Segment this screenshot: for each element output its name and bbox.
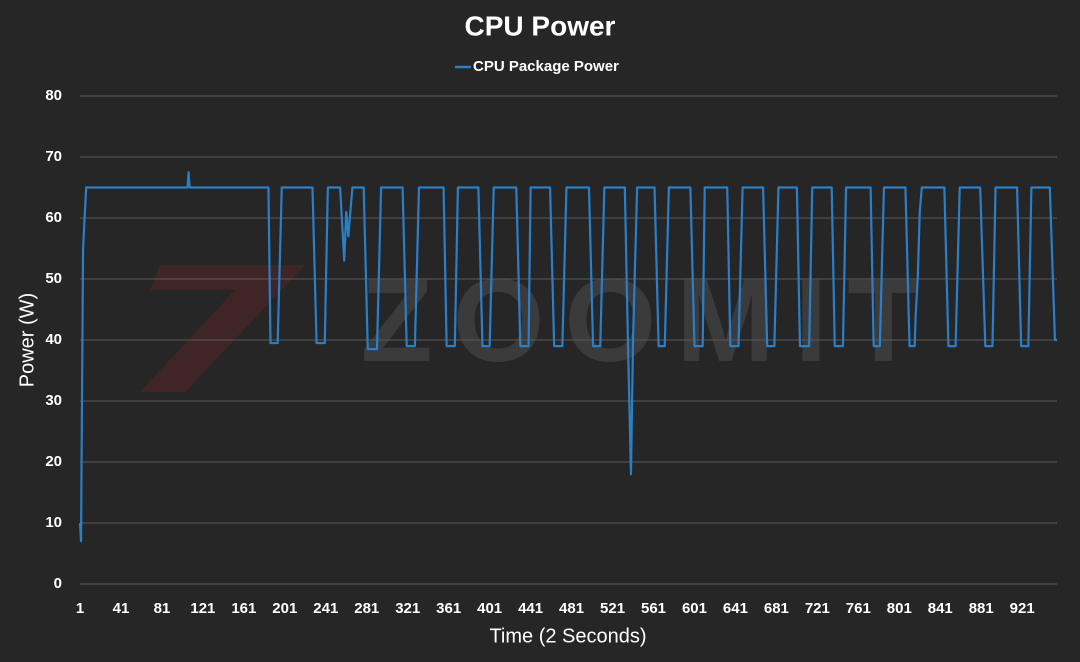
y-tick-label: 10 [45, 514, 62, 531]
x-tick-label: 401 [477, 600, 502, 617]
x-tick-label: 121 [190, 600, 215, 617]
chart-title: CPU Power [465, 10, 616, 41]
x-tick-label: 801 [887, 600, 912, 617]
y-tick-label: 50 [45, 270, 62, 287]
x-tick-label: 81 [154, 600, 171, 617]
watermark-logo [140, 265, 305, 392]
x-tick-label: 521 [600, 600, 625, 617]
data-line [78, 171, 1057, 543]
x-tick-label: 201 [272, 600, 297, 617]
y-tick-label: 20 [45, 453, 62, 470]
x-tick-label: 641 [723, 600, 748, 617]
x-tick-label: 481 [559, 600, 584, 617]
x-tick-label: 281 [354, 600, 379, 617]
x-tick-label: 321 [395, 600, 420, 617]
x-tick-label: 41 [113, 600, 130, 617]
x-tick-label: 561 [641, 600, 666, 617]
y-tick-label: 80 [45, 87, 62, 104]
x-tick-label: 681 [764, 600, 789, 617]
x-tick-label: 761 [846, 600, 871, 617]
x-tick-label: 361 [436, 600, 461, 617]
x-tick-label: 241 [313, 600, 338, 617]
legend-label: CPU Package Power [473, 58, 619, 75]
x-tick-label: 721 [805, 600, 830, 617]
x-tick-label: 881 [969, 600, 994, 617]
x-axis-label: Time (2 Seconds) [489, 625, 646, 647]
watermark: ZOOMIT [361, 255, 940, 387]
x-tick-label: 921 [1010, 600, 1035, 617]
y-tick-label: 70 [45, 148, 62, 165]
y-tick-label: 0 [54, 575, 62, 592]
y-tick-label: 30 [45, 392, 62, 409]
x-tick-label: 441 [518, 600, 543, 617]
y-axis-label: Power (W) [16, 293, 38, 387]
y-tick-label: 40 [45, 331, 62, 348]
x-tick-label: 601 [682, 600, 707, 617]
x-tick-label: 841 [928, 600, 953, 617]
y-tick-label: 60 [45, 209, 62, 226]
x-tick-label: 1 [76, 600, 84, 617]
watermark-z [140, 265, 305, 392]
x-tick-label: 161 [231, 600, 256, 617]
